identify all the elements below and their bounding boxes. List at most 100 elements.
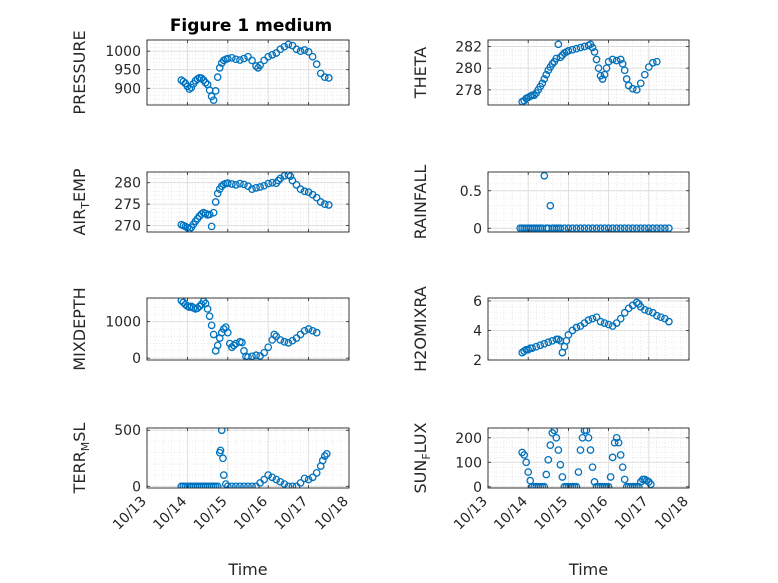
data-point <box>207 222 216 231</box>
data-point <box>556 53 565 62</box>
data-point <box>610 438 619 447</box>
data-point <box>522 458 531 467</box>
data-point <box>652 224 661 232</box>
data-point <box>320 452 329 460</box>
data-point <box>296 47 305 55</box>
data-point <box>223 328 232 337</box>
data-series <box>518 428 655 488</box>
data-point <box>665 224 673 232</box>
data-point <box>252 62 260 70</box>
data-point <box>618 463 627 472</box>
data-point <box>574 468 583 476</box>
data-point <box>252 351 260 360</box>
data-point <box>308 326 317 335</box>
data-point <box>223 482 232 488</box>
y-tick-label: 275 <box>114 197 141 213</box>
data-point <box>240 482 248 488</box>
data-point <box>227 53 236 62</box>
data-point <box>612 319 621 327</box>
data-point <box>608 453 617 462</box>
subplot-5: 0 1000 MIXDEPTH <box>70 287 350 371</box>
y-axis-label: H2OMIXRA <box>411 286 430 372</box>
data-point <box>640 224 649 232</box>
data-point <box>648 224 657 232</box>
data-point <box>187 83 196 92</box>
y-tick-label: 270 <box>114 219 141 235</box>
data-point <box>236 482 244 488</box>
data-point <box>292 45 301 54</box>
data-point <box>240 180 248 189</box>
data-point <box>260 348 269 357</box>
data-point <box>572 44 581 53</box>
x-tick-label: 10/14 <box>150 493 190 533</box>
data-point <box>223 179 232 187</box>
y-tick-label: 500 <box>114 423 141 439</box>
data-point <box>227 482 236 488</box>
data-point <box>276 336 285 344</box>
data-point <box>590 48 599 56</box>
x-tick-label: 10/18 <box>652 494 692 534</box>
data-point <box>632 298 641 307</box>
plot-area <box>147 172 349 232</box>
data-point <box>620 308 629 317</box>
data-point <box>592 55 601 64</box>
data-point <box>644 307 653 316</box>
subplot-2: 278 280 282 THETA <box>411 40 690 106</box>
data-point <box>576 446 585 454</box>
data-point <box>628 84 637 93</box>
data-point <box>211 198 220 206</box>
data-point <box>618 59 627 68</box>
data-point <box>540 75 549 83</box>
data-point <box>248 185 256 193</box>
data-point <box>318 456 327 465</box>
data-point <box>219 454 227 463</box>
data-point <box>197 74 206 83</box>
data-point <box>634 482 643 488</box>
data-point <box>584 433 593 442</box>
data-point <box>544 455 553 464</box>
data-point <box>588 463 597 472</box>
data-point <box>236 56 244 64</box>
data-point <box>300 474 309 483</box>
data-point <box>300 46 309 54</box>
figure-title: Figure 1 medium <box>170 16 332 36</box>
data-point <box>612 224 621 232</box>
data-point <box>256 183 264 191</box>
data-point <box>284 482 293 488</box>
axes-frame <box>487 171 690 233</box>
data-point <box>201 78 210 87</box>
y-tick-label: 0 <box>473 480 482 496</box>
data-point <box>209 208 218 217</box>
y-tick-label: 282 <box>455 40 482 56</box>
data-point <box>576 43 585 52</box>
data-point <box>542 70 551 79</box>
data-point <box>274 176 283 185</box>
data-point <box>320 200 329 208</box>
data-point <box>179 77 188 86</box>
data-point <box>582 428 591 435</box>
x-tick-label: 10/13 <box>451 494 491 534</box>
y-tick-label: 0 <box>132 351 141 367</box>
data-series <box>177 428 331 488</box>
data-point <box>550 428 559 435</box>
plot-area <box>147 428 349 488</box>
y-tick-label: 1000 <box>105 44 141 60</box>
y-tick-label: 100 <box>455 455 482 471</box>
data-point <box>211 87 220 95</box>
y-tick-label: 278 <box>455 83 482 99</box>
data-point <box>232 482 240 488</box>
data-point <box>312 469 321 477</box>
data-point <box>213 189 222 198</box>
data-point <box>640 305 649 314</box>
y-tick-label: 0.5 <box>460 184 482 200</box>
data-point <box>203 305 212 313</box>
data-point <box>665 317 673 326</box>
data-point <box>296 479 305 487</box>
plot-area <box>147 40 349 105</box>
data-point <box>185 225 194 232</box>
data-point <box>207 92 216 101</box>
data-point <box>612 433 621 442</box>
data-point <box>594 64 603 73</box>
data-point <box>324 74 333 82</box>
data-point <box>586 446 595 454</box>
